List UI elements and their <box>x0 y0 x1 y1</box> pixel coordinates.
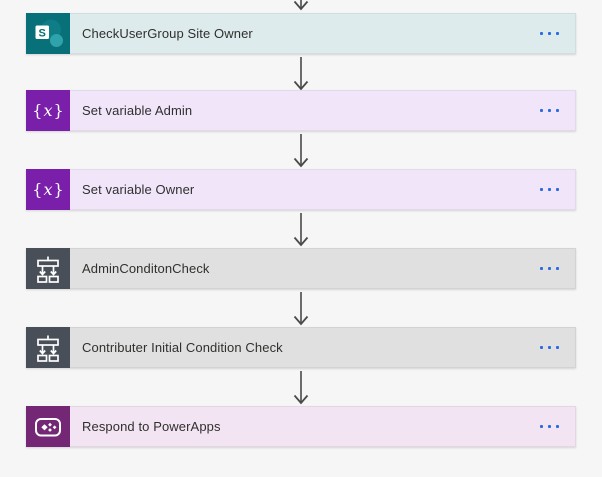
more-options-button[interactable] <box>538 182 561 197</box>
more-options-button[interactable] <box>538 261 561 276</box>
flow-step-set-variable-owner[interactable]: {x} Set variable Owner <box>26 169 576 210</box>
condition-icon <box>26 248 70 289</box>
connector-arrow[interactable] <box>292 57 310 91</box>
flow-step-admin-condition-check[interactable]: AdminConditonCheck <box>26 248 576 289</box>
step-header-bar: AdminConditonCheck <box>70 248 576 289</box>
connector-arrow[interactable] <box>292 371 310 405</box>
set-variable-icon: {x} <box>26 90 70 131</box>
connector-arrow[interactable] <box>292 292 310 326</box>
step-title: Set variable Owner <box>82 182 195 197</box>
step-header-bar: Set variable Admin <box>70 90 576 131</box>
condition-icon <box>26 327 70 368</box>
ellipsis-icon <box>540 267 543 270</box>
step-title: Set variable Admin <box>82 103 193 118</box>
flow-step-checkusergroup-site-owner[interactable]: S CheckUserGroup Site Owner <box>26 13 576 54</box>
step-title: Contributer Initial Condition Check <box>82 340 283 355</box>
sharepoint-icon: S <box>26 13 70 54</box>
connector-arrow[interactable] <box>292 0 310 11</box>
ellipsis-icon <box>540 32 543 35</box>
step-header-bar: Contributer Initial Condition Check <box>70 327 576 368</box>
more-options-button[interactable] <box>538 103 561 118</box>
svg-text:S: S <box>39 27 46 39</box>
step-title: Respond to PowerApps <box>82 419 221 434</box>
step-header-bar: CheckUserGroup Site Owner <box>70 13 576 54</box>
more-options-button[interactable] <box>538 419 561 434</box>
flow-step-set-variable-admin[interactable]: {x} Set variable Admin <box>26 90 576 131</box>
connector-arrow[interactable] <box>292 134 310 168</box>
more-options-button[interactable] <box>538 340 561 355</box>
powerapps-icon <box>26 406 70 447</box>
more-options-button[interactable] <box>538 26 561 41</box>
step-header-bar: Set variable Owner <box>70 169 576 210</box>
step-header-bar: Respond to PowerApps <box>70 406 576 447</box>
connector-arrow[interactable] <box>292 213 310 247</box>
ellipsis-icon <box>540 109 543 112</box>
step-title: AdminConditonCheck <box>82 261 210 276</box>
ellipsis-icon <box>540 346 543 349</box>
ellipsis-icon <box>540 425 543 428</box>
set-variable-icon: {x} <box>26 169 70 210</box>
step-title: CheckUserGroup Site Owner <box>82 26 253 41</box>
ellipsis-icon <box>540 188 543 191</box>
flow-step-contributer-initial-condition-check[interactable]: Contributer Initial Condition Check <box>26 327 576 368</box>
flow-step-respond-to-powerapps[interactable]: Respond to PowerApps <box>26 406 576 447</box>
